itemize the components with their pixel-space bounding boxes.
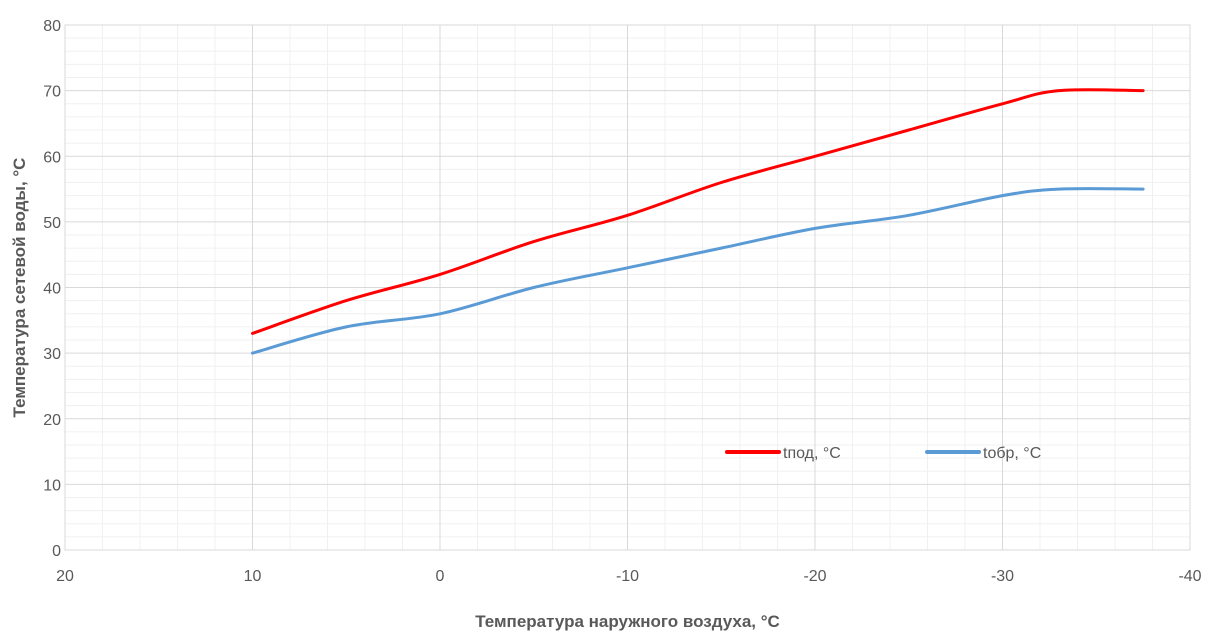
x-tick-label: 10	[244, 568, 262, 585]
plot-area-border	[64, 24, 1191, 551]
x-tick-label: 20	[56, 568, 74, 585]
y-tick-label: 20	[43, 412, 61, 429]
x-tick-label: 0	[436, 568, 445, 585]
legend-label: tобр, °C	[983, 445, 1041, 462]
legend-label: tпод, °C	[783, 445, 841, 462]
y-tick-label: 80	[43, 18, 61, 35]
y-tick-label: 50	[43, 215, 61, 232]
y-tick-label: 40	[43, 281, 61, 298]
y-tick-label: 10	[43, 477, 61, 494]
legend: tпод, °C tобр, °C	[725, 445, 1041, 462]
y-tick-label: 60	[43, 149, 61, 166]
x-tick-label: -10	[616, 568, 639, 585]
series-line-supply	[251, 88, 1145, 335]
y-axis-tick-labels: 0 10 20 30 40 50 60 70 80	[43, 18, 61, 560]
y-tick-label: 70	[43, 84, 61, 101]
y-tick-label: 0	[52, 543, 61, 560]
series-lines	[251, 88, 1145, 355]
x-tick-label: -20	[803, 568, 826, 585]
x-axis-tick-labels: 20 10 0 -10 -20 -30 -40	[56, 568, 1202, 585]
x-axis-title: Температура наружного воздуха, °C	[475, 612, 780, 631]
y-axis-title: Температура сетевой воды, °C	[10, 158, 29, 418]
series-line-return	[251, 187, 1145, 355]
x-tick-label: -30	[991, 568, 1014, 585]
y-tick-label: 30	[43, 346, 61, 363]
x-tick-label: -40	[1178, 568, 1201, 585]
